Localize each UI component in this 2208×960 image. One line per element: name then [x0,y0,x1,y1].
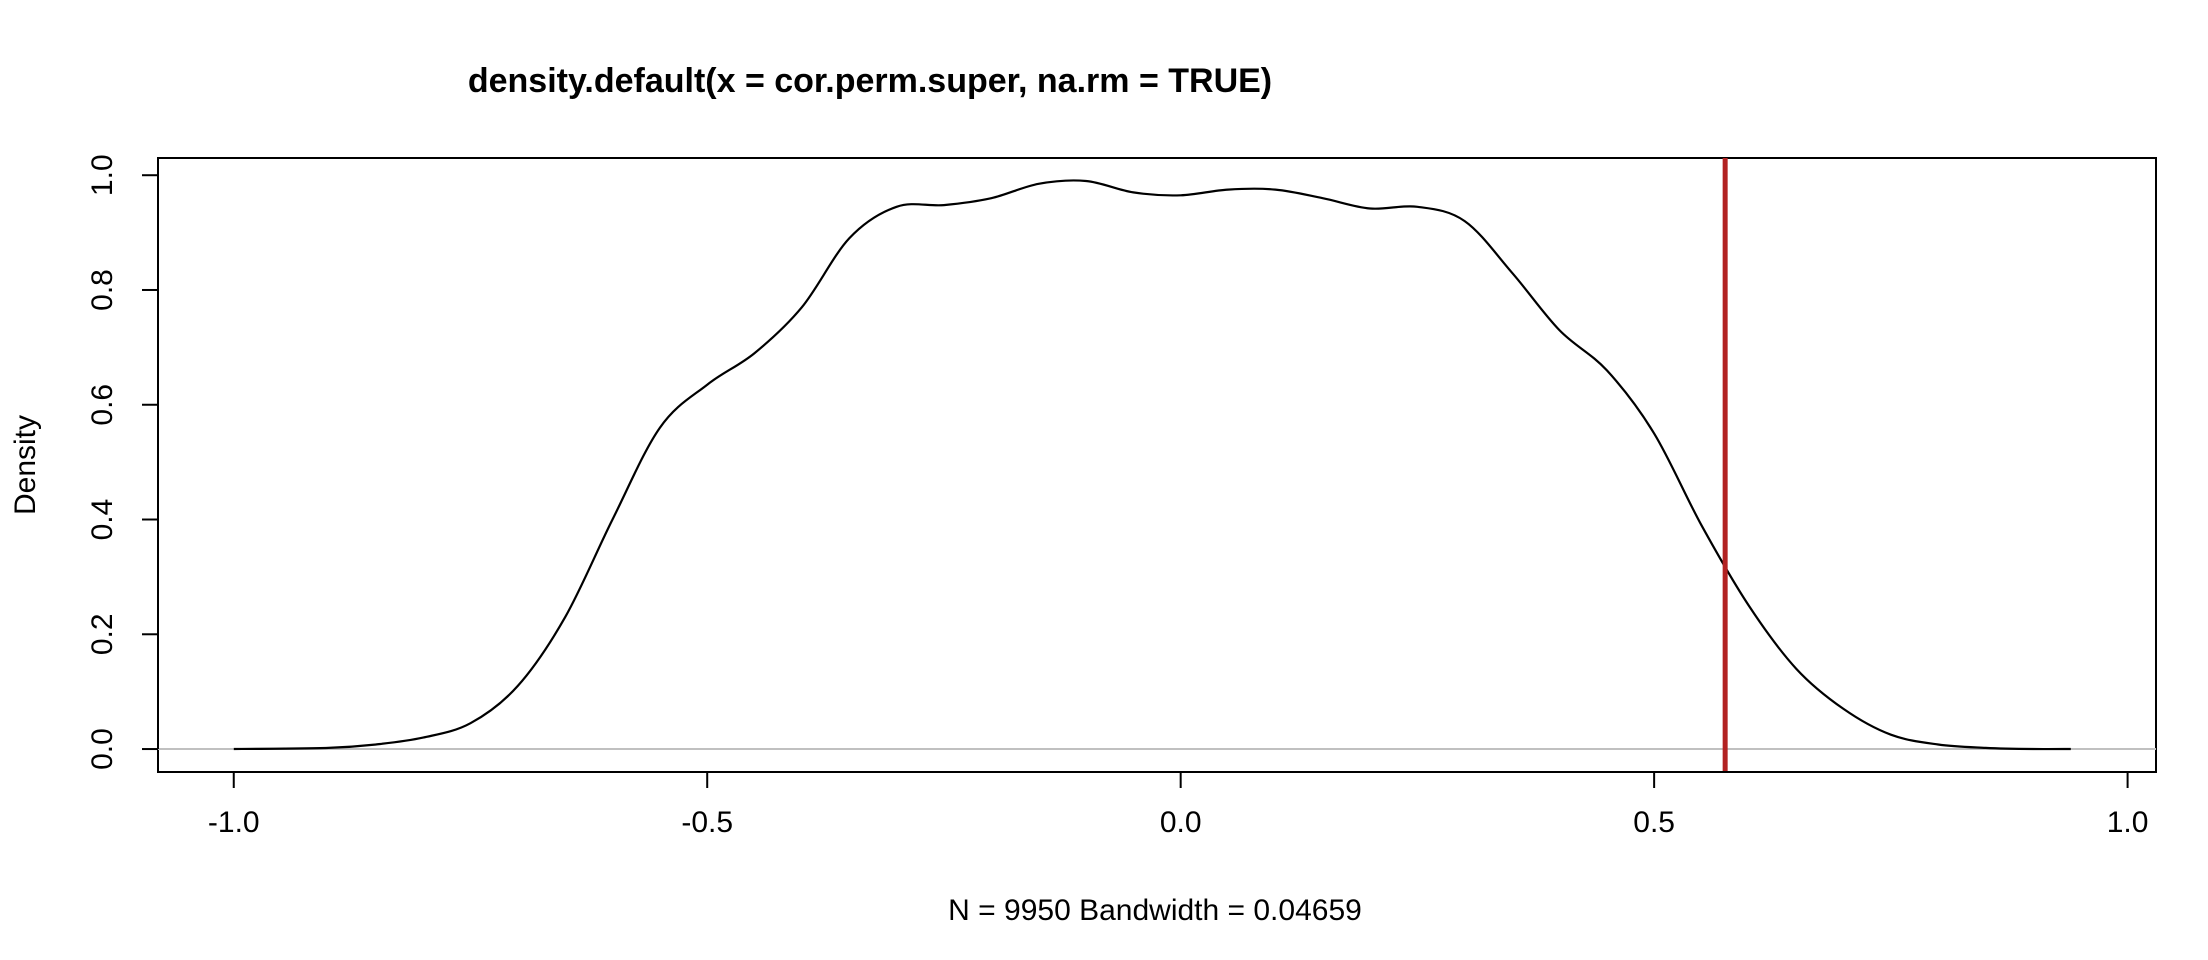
y-tick-label: 0.8 [86,269,119,311]
x-tick-label: 0.0 [1160,806,1202,839]
x-axis-label: N = 9950 Bandwidth = 0.04659 [948,894,1362,927]
plot-frame [157,157,2157,773]
x-axis: -1.0 -0.5 0.0 0.5 1.0 [208,771,2149,839]
y-tick-label: 0.4 [86,499,119,541]
chart-title: density.default(x = cor.perm.super, na.r… [468,62,1272,100]
y-axis-label: Density [9,415,42,515]
y-tick-label: 0.0 [86,728,119,770]
y-axis: 0.0 0.2 0.4 0.6 0.8 1.0 [86,154,159,770]
x-tick-label: 0.5 [1633,806,1675,839]
density-curve [233,179,2071,751]
x-tick-label: -1.0 [208,806,260,839]
y-tick-label: 0.2 [86,613,119,655]
x-tick-label: 1.0 [2107,806,2149,839]
y-tick-label: 0.6 [86,384,119,426]
y-tick-label: 1.0 [86,154,119,196]
x-tick-label: -0.5 [681,806,733,839]
